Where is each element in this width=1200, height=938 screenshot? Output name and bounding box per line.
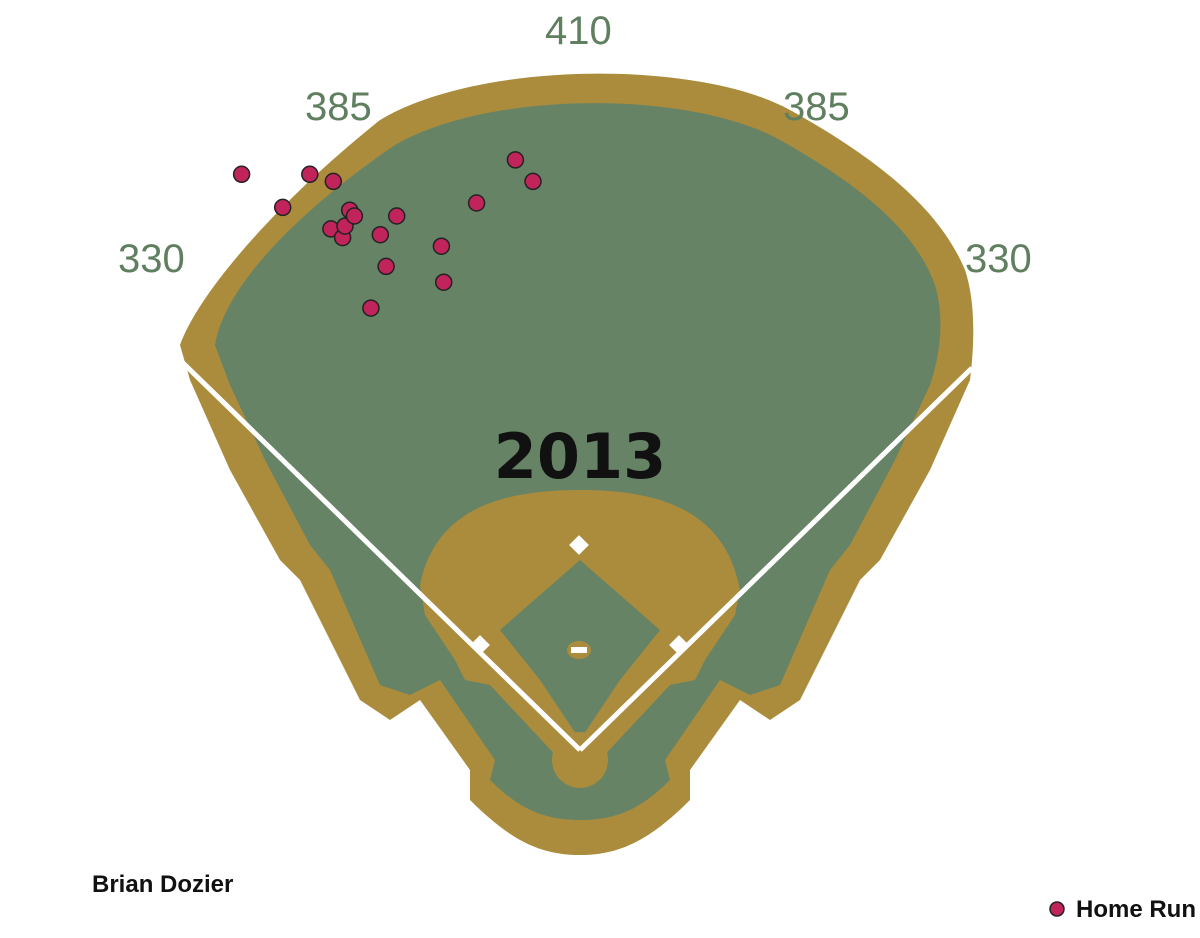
distance-label: 410 (545, 9, 612, 53)
chart-title: 2013 (494, 420, 667, 493)
left-foul-line (180, 360, 582, 752)
outfield-grass (215, 103, 941, 821)
home-run-point (506, 151, 525, 169)
home-run-point (362, 299, 380, 317)
legend: Home Run (1049, 896, 1196, 923)
home-run-point (434, 273, 453, 291)
distance-label: 385 (305, 85, 372, 129)
home-run-point (387, 207, 406, 225)
player-name: Brian Dozier (92, 871, 233, 898)
home-run-point (377, 257, 395, 276)
home-plate-area (552, 732, 608, 788)
home-run-point (467, 194, 486, 212)
pitchers-rubber (571, 647, 587, 653)
first-base (669, 635, 689, 655)
third-base (470, 635, 490, 655)
home-run-point (324, 172, 343, 191)
legend-marker (1049, 901, 1065, 917)
home-run-point (345, 207, 364, 225)
distance-label: 330 (965, 237, 1032, 281)
home-run-point (232, 165, 251, 184)
home-run-point (371, 225, 390, 244)
distance-label: 330 (118, 237, 185, 281)
second-base (569, 535, 589, 555)
home-run-point (524, 172, 542, 191)
home-run-points (232, 151, 542, 317)
distance-labels: 330 385 410 385 330 (118, 9, 1032, 281)
legend-label: Home Run (1076, 896, 1196, 923)
distance-label: 385 (783, 85, 850, 129)
home-run-point (432, 237, 451, 255)
right-foul-line (578, 366, 974, 752)
home-run-point (273, 198, 292, 217)
home-run-point (301, 165, 319, 184)
